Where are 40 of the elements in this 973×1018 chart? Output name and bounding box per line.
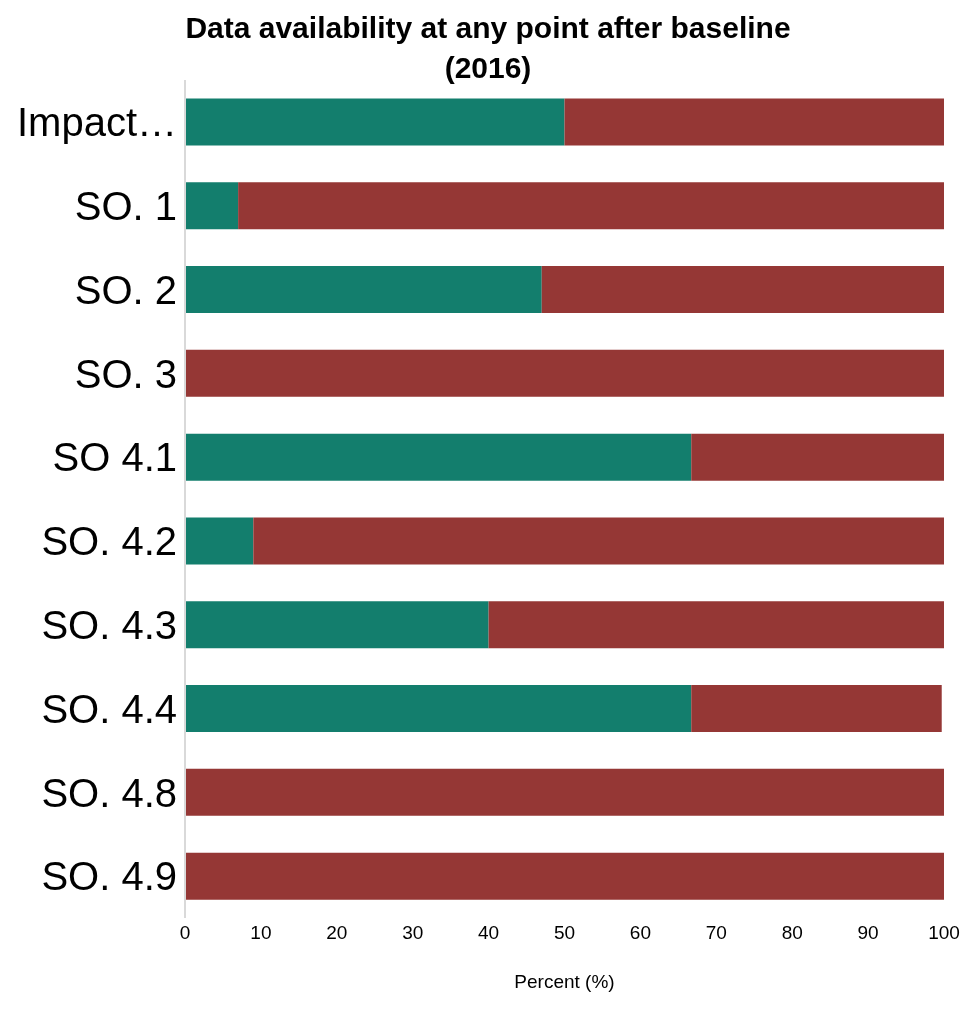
x-axis-title: Percent (%)	[514, 971, 615, 992]
y-tick-label: SO. 4.9	[41, 854, 177, 899]
y-tick-label: SO. 4.8	[41, 770, 177, 815]
y-tick-label: Impact…	[16, 100, 177, 145]
bar	[691, 685, 942, 733]
y-tick-label: SO. 1	[74, 183, 177, 228]
x-tick-label: 80	[781, 922, 803, 944]
y-tick-label: SO. 4.3	[41, 602, 177, 647]
bar	[185, 685, 692, 733]
x-tick-label: 100	[928, 922, 960, 944]
y-tick-label: SO. 4.4	[41, 686, 177, 731]
x-tick-label: 70	[705, 922, 727, 944]
x-tick-label: 30	[402, 922, 424, 944]
x-tick-label: 90	[857, 922, 879, 944]
bar	[185, 601, 489, 649]
bar	[185, 433, 692, 481]
x-tick-label: 10	[250, 922, 272, 944]
x-tick-label: 50	[553, 922, 576, 944]
bar	[253, 517, 944, 565]
bar	[185, 182, 239, 230]
x-tick-label: 0	[179, 922, 191, 944]
bar	[238, 182, 944, 230]
x-tick-label: 40	[478, 922, 500, 944]
bar	[185, 98, 565, 146]
y-tick-label: SO. 4.2	[41, 519, 177, 564]
bar	[185, 266, 542, 314]
bar	[564, 98, 944, 146]
bar	[185, 517, 254, 565]
bar	[691, 433, 944, 481]
bar	[541, 266, 944, 314]
bar	[185, 852, 944, 900]
chart-title: Data availability at any point after baseline (2016)	[184, 10, 792, 86]
x-tick-label: 20	[326, 922, 348, 944]
bar	[185, 349, 944, 397]
y-tick-label: SO. 3	[74, 351, 177, 396]
bar	[185, 768, 944, 816]
y-tick-label: SO. 2	[74, 267, 177, 312]
x-tick-label: 60	[629, 922, 651, 944]
y-tick-label: SO 4.1	[52, 435, 177, 480]
bar	[488, 601, 944, 649]
